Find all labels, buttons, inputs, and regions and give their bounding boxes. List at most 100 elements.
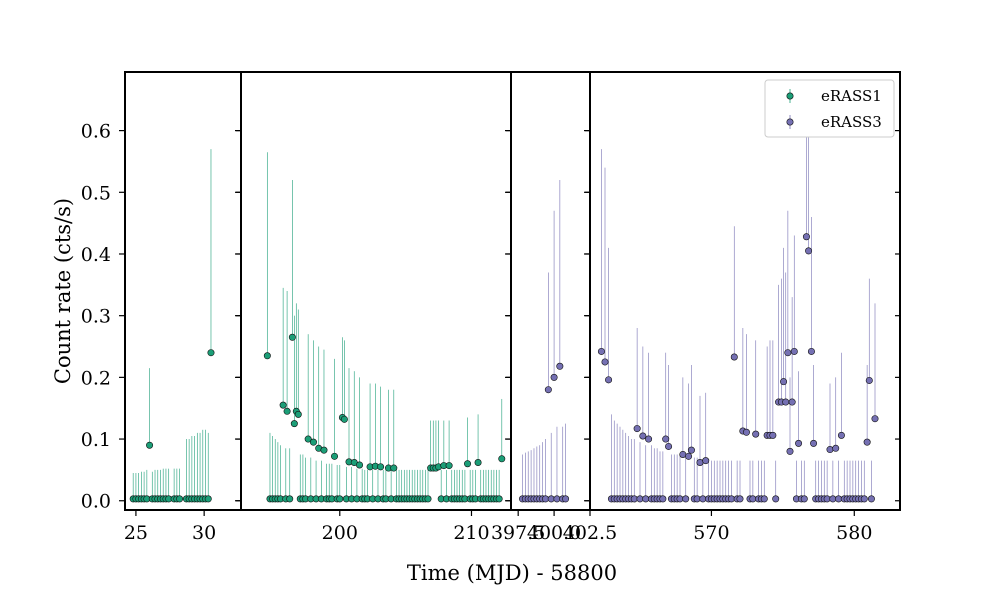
panel-frame (124, 71, 242, 511)
legend-marker (786, 118, 794, 126)
data-point (832, 444, 840, 452)
x-tick-label: 210 (453, 522, 489, 544)
data-point (464, 460, 472, 468)
data-point (331, 452, 339, 460)
data-point (146, 441, 154, 449)
data-point (795, 439, 803, 447)
data-point (860, 495, 868, 503)
y-tick-label: 0.6 (81, 121, 111, 143)
series-erass3 (518, 93, 879, 503)
data-point (780, 378, 788, 386)
legend-label: eRASS3 (821, 113, 882, 131)
legend-label: eRASS1 (821, 87, 882, 105)
data-point (665, 442, 673, 450)
data-point (601, 358, 609, 366)
y-tick-label: 0.1 (81, 429, 111, 451)
data-point (871, 415, 879, 423)
data-point (807, 347, 815, 355)
data-point (544, 386, 552, 394)
x-tick-label: 580 (836, 522, 872, 544)
y-axis: 0.0 0.1 0.2 0.3 0.4 0.5 0.6 (81, 121, 111, 513)
data-point (863, 438, 871, 446)
data-point (294, 410, 302, 418)
data-point (279, 401, 287, 409)
data-point (547, 495, 555, 503)
data-point (662, 435, 670, 443)
data-point (207, 349, 215, 357)
data-point (784, 349, 792, 357)
data-point (742, 428, 750, 436)
data-point (685, 452, 693, 460)
data-point (550, 373, 558, 381)
data-point (682, 495, 690, 503)
data-point (283, 407, 291, 415)
data-point (309, 438, 317, 446)
x-tick-label: 200 (322, 522, 358, 544)
data-point (541, 495, 549, 503)
data-point (263, 352, 271, 360)
data-point (633, 425, 641, 433)
panel-frame (589, 71, 901, 511)
data-point (288, 333, 296, 341)
data-point (320, 446, 328, 454)
panel-4-axes: 570 580 (584, 71, 901, 544)
data-point (730, 353, 738, 361)
data-point (424, 495, 432, 503)
legend-entry-erass1: eRASS1 (786, 87, 882, 105)
data-point (802, 233, 810, 241)
data-point (837, 431, 845, 439)
data-point (752, 430, 760, 438)
data-point (474, 458, 482, 466)
data-point (810, 439, 818, 447)
data-point (659, 495, 667, 503)
data-point (286, 495, 294, 503)
data-point (445, 462, 453, 470)
data-point (336, 495, 344, 503)
data-point (290, 420, 298, 428)
data-point (760, 495, 768, 503)
data-point (790, 347, 798, 355)
x-tick-label: 570 (693, 522, 729, 544)
data-point (865, 376, 873, 384)
data-point (605, 376, 613, 384)
data-point (304, 435, 312, 443)
data-point (645, 435, 653, 443)
data-point (356, 461, 364, 469)
panel-frame (510, 71, 591, 511)
data-point (788, 398, 796, 406)
data-point (786, 447, 794, 455)
legend-marker (786, 92, 794, 100)
data-point (805, 247, 813, 255)
y-tick-label: 0.0 (81, 491, 111, 513)
data-point (867, 495, 875, 503)
y-tick-label: 0.2 (81, 367, 111, 389)
data-point (826, 446, 834, 454)
data-point (553, 495, 561, 503)
y-tick-label: 0.5 (81, 182, 111, 204)
data-point (498, 455, 506, 463)
data-point (736, 495, 744, 503)
data-point (800, 495, 808, 503)
x-tick-label: 25 (124, 522, 148, 544)
data-point (495, 495, 503, 503)
legend: eRASS1 eRASS3 (764, 79, 895, 138)
legend-entry-erass3: eRASS3 (786, 113, 882, 131)
panel-frame (240, 71, 512, 511)
data-point (639, 432, 647, 440)
data-point (782, 398, 790, 406)
x-tick-label: 30 (192, 522, 216, 544)
data-point (562, 495, 570, 503)
x-tick-label: 400.0 (527, 522, 581, 544)
x-tick-label: 402.5 (563, 522, 617, 544)
data-point (204, 495, 212, 503)
data-point (556, 362, 564, 370)
panel-1-axes: 25 30 (119, 71, 242, 544)
data-point (377, 463, 385, 471)
y-tick-label: 0.4 (81, 244, 111, 266)
data-point (597, 347, 605, 355)
data-point (772, 495, 780, 503)
data-point (176, 495, 184, 503)
